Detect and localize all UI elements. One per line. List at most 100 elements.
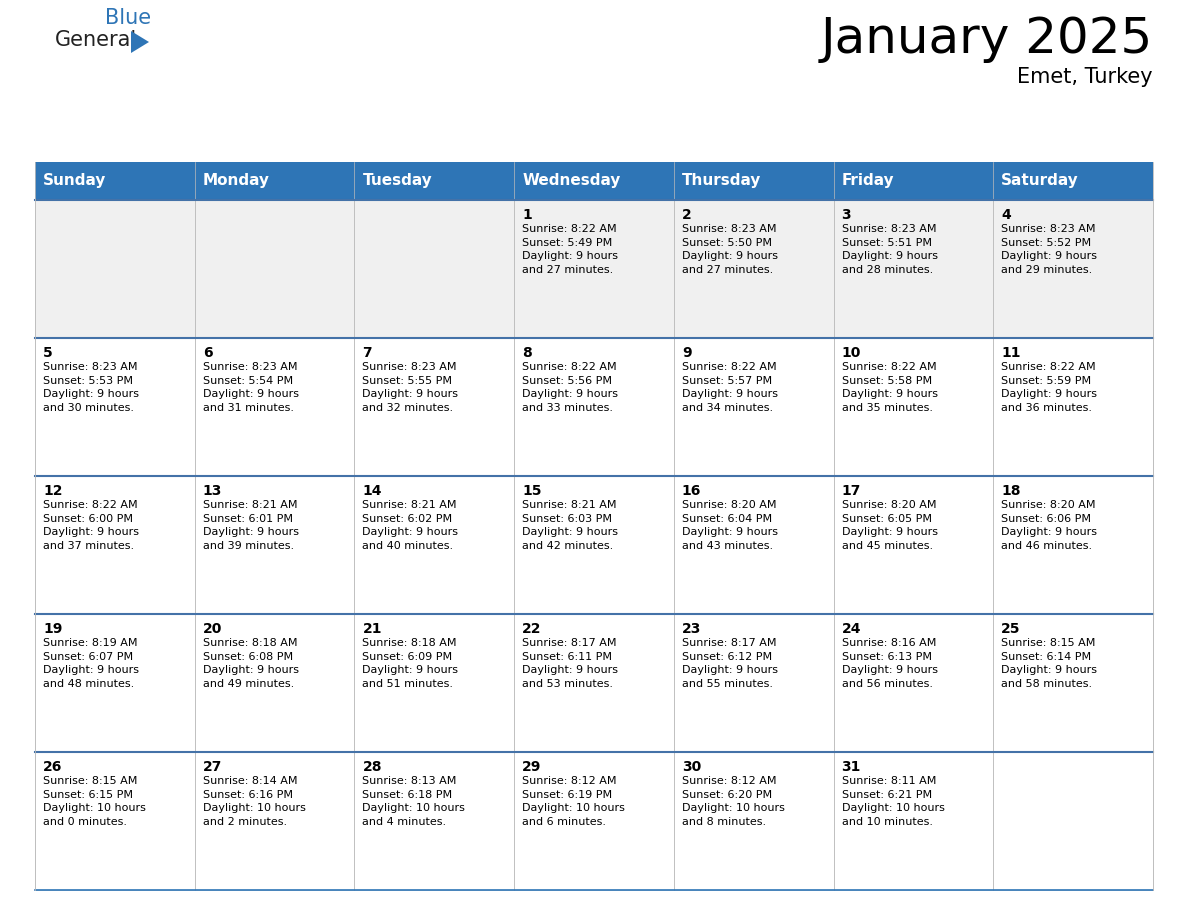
Bar [993, 338, 1154, 476]
Text: Sunrise: 8:22 AM
Sunset: 5:56 PM
Daylight: 9 hours
and 33 minutes.: Sunrise: 8:22 AM Sunset: 5:56 PM Dayligh… [523, 362, 618, 413]
Text: Sunrise: 8:22 AM
Sunset: 5:57 PM
Daylight: 9 hours
and 34 minutes.: Sunrise: 8:22 AM Sunset: 5:57 PM Dayligh… [682, 362, 778, 413]
Bar [354, 338, 514, 476]
Bar [354, 200, 514, 338]
Bar [834, 338, 993, 476]
Text: Sunrise: 8:22 AM
Sunset: 5:59 PM
Daylight: 9 hours
and 36 minutes.: Sunrise: 8:22 AM Sunset: 5:59 PM Dayligh… [1001, 362, 1098, 413]
Text: 24: 24 [841, 622, 861, 636]
Text: Sunrise: 8:17 AM
Sunset: 6:12 PM
Daylight: 9 hours
and 55 minutes.: Sunrise: 8:17 AM Sunset: 6:12 PM Dayligh… [682, 638, 778, 688]
Text: 15: 15 [523, 484, 542, 498]
Text: 19: 19 [43, 622, 63, 636]
Text: Sunrise: 8:23 AM
Sunset: 5:52 PM
Daylight: 9 hours
and 29 minutes.: Sunrise: 8:23 AM Sunset: 5:52 PM Dayligh… [1001, 224, 1098, 274]
Text: January 2025: January 2025 [821, 15, 1154, 63]
Bar [195, 338, 354, 476]
Bar [354, 614, 514, 752]
Text: Sunrise: 8:14 AM
Sunset: 6:16 PM
Daylight: 10 hours
and 2 minutes.: Sunrise: 8:14 AM Sunset: 6:16 PM Dayligh… [203, 776, 305, 827]
Text: Sunrise: 8:15 AM
Sunset: 6:15 PM
Daylight: 10 hours
and 0 minutes.: Sunrise: 8:15 AM Sunset: 6:15 PM Dayligh… [43, 776, 146, 827]
Text: 21: 21 [362, 622, 381, 636]
Text: Blue: Blue [105, 8, 151, 28]
Bar [674, 200, 834, 338]
Bar [195, 476, 354, 614]
Bar [195, 162, 354, 200]
Bar [195, 614, 354, 752]
Text: Sunrise: 8:23 AM
Sunset: 5:50 PM
Daylight: 9 hours
and 27 minutes.: Sunrise: 8:23 AM Sunset: 5:50 PM Dayligh… [682, 224, 778, 274]
Text: 26: 26 [43, 760, 63, 774]
Bar [993, 200, 1154, 338]
Text: Sunrise: 8:21 AM
Sunset: 6:01 PM
Daylight: 9 hours
and 39 minutes.: Sunrise: 8:21 AM Sunset: 6:01 PM Dayligh… [203, 500, 298, 551]
Bar [674, 162, 834, 200]
Text: 12: 12 [43, 484, 63, 498]
Bar [514, 162, 674, 200]
Text: 13: 13 [203, 484, 222, 498]
Text: Sunrise: 8:12 AM
Sunset: 6:19 PM
Daylight: 10 hours
and 6 minutes.: Sunrise: 8:12 AM Sunset: 6:19 PM Dayligh… [523, 776, 625, 827]
Bar [34, 200, 195, 338]
Bar [514, 614, 674, 752]
Bar [834, 200, 993, 338]
Text: Sunrise: 8:18 AM
Sunset: 6:08 PM
Daylight: 9 hours
and 49 minutes.: Sunrise: 8:18 AM Sunset: 6:08 PM Dayligh… [203, 638, 298, 688]
Text: Sunrise: 8:22 AM
Sunset: 6:00 PM
Daylight: 9 hours
and 37 minutes.: Sunrise: 8:22 AM Sunset: 6:00 PM Dayligh… [43, 500, 139, 551]
Text: 14: 14 [362, 484, 381, 498]
Text: Sunrise: 8:23 AM
Sunset: 5:53 PM
Daylight: 9 hours
and 30 minutes.: Sunrise: 8:23 AM Sunset: 5:53 PM Dayligh… [43, 362, 139, 413]
Bar [354, 162, 514, 200]
Text: Sunrise: 8:15 AM
Sunset: 6:14 PM
Daylight: 9 hours
and 58 minutes.: Sunrise: 8:15 AM Sunset: 6:14 PM Dayligh… [1001, 638, 1098, 688]
Text: Sunrise: 8:21 AM
Sunset: 6:03 PM
Daylight: 9 hours
and 42 minutes.: Sunrise: 8:21 AM Sunset: 6:03 PM Dayligh… [523, 500, 618, 551]
Text: Sunrise: 8:20 AM
Sunset: 6:04 PM
Daylight: 9 hours
and 43 minutes.: Sunrise: 8:20 AM Sunset: 6:04 PM Dayligh… [682, 500, 778, 551]
Text: Sunrise: 8:12 AM
Sunset: 6:20 PM
Daylight: 10 hours
and 8 minutes.: Sunrise: 8:12 AM Sunset: 6:20 PM Dayligh… [682, 776, 785, 827]
Bar [674, 476, 834, 614]
Text: 27: 27 [203, 760, 222, 774]
Bar [514, 200, 674, 338]
Bar [514, 752, 674, 890]
Bar [993, 476, 1154, 614]
Text: Sunrise: 8:21 AM
Sunset: 6:02 PM
Daylight: 9 hours
and 40 minutes.: Sunrise: 8:21 AM Sunset: 6:02 PM Dayligh… [362, 500, 459, 551]
Bar [354, 476, 514, 614]
Text: 28: 28 [362, 760, 381, 774]
Text: Sunrise: 8:23 AM
Sunset: 5:54 PM
Daylight: 9 hours
and 31 minutes.: Sunrise: 8:23 AM Sunset: 5:54 PM Dayligh… [203, 362, 298, 413]
Text: 11: 11 [1001, 346, 1020, 360]
Text: Friday: Friday [841, 174, 895, 188]
Text: Sunrise: 8:23 AM
Sunset: 5:51 PM
Daylight: 9 hours
and 28 minutes.: Sunrise: 8:23 AM Sunset: 5:51 PM Dayligh… [841, 224, 937, 274]
Text: Sunrise: 8:20 AM
Sunset: 6:05 PM
Daylight: 9 hours
and 45 minutes.: Sunrise: 8:20 AM Sunset: 6:05 PM Dayligh… [841, 500, 937, 551]
Text: Emet, Turkey: Emet, Turkey [1017, 67, 1154, 87]
Text: 1: 1 [523, 208, 532, 222]
Text: 9: 9 [682, 346, 691, 360]
Bar [195, 200, 354, 338]
Text: Sunrise: 8:23 AM
Sunset: 5:55 PM
Daylight: 9 hours
and 32 minutes.: Sunrise: 8:23 AM Sunset: 5:55 PM Dayligh… [362, 362, 459, 413]
Text: Sunrise: 8:22 AM
Sunset: 5:58 PM
Daylight: 9 hours
and 35 minutes.: Sunrise: 8:22 AM Sunset: 5:58 PM Dayligh… [841, 362, 937, 413]
Bar [34, 752, 195, 890]
Text: Sunrise: 8:20 AM
Sunset: 6:06 PM
Daylight: 9 hours
and 46 minutes.: Sunrise: 8:20 AM Sunset: 6:06 PM Dayligh… [1001, 500, 1098, 551]
Text: 30: 30 [682, 760, 701, 774]
Text: 29: 29 [523, 760, 542, 774]
Text: Sunrise: 8:16 AM
Sunset: 6:13 PM
Daylight: 9 hours
and 56 minutes.: Sunrise: 8:16 AM Sunset: 6:13 PM Dayligh… [841, 638, 937, 688]
Bar [514, 338, 674, 476]
Text: 23: 23 [682, 622, 701, 636]
Text: 8: 8 [523, 346, 532, 360]
Text: Sunrise: 8:18 AM
Sunset: 6:09 PM
Daylight: 9 hours
and 51 minutes.: Sunrise: 8:18 AM Sunset: 6:09 PM Dayligh… [362, 638, 459, 688]
Text: Sunrise: 8:19 AM
Sunset: 6:07 PM
Daylight: 9 hours
and 48 minutes.: Sunrise: 8:19 AM Sunset: 6:07 PM Dayligh… [43, 638, 139, 688]
Bar [674, 338, 834, 476]
Bar [674, 614, 834, 752]
Bar [834, 162, 993, 200]
Text: 7: 7 [362, 346, 372, 360]
Bar [993, 752, 1154, 890]
Bar [34, 338, 195, 476]
Text: Sunrise: 8:13 AM
Sunset: 6:18 PM
Daylight: 10 hours
and 4 minutes.: Sunrise: 8:13 AM Sunset: 6:18 PM Dayligh… [362, 776, 466, 827]
Text: General: General [55, 30, 138, 50]
Text: 5: 5 [43, 346, 52, 360]
Text: 20: 20 [203, 622, 222, 636]
Bar [993, 162, 1154, 200]
Text: Wednesday: Wednesday [523, 174, 620, 188]
Bar [834, 614, 993, 752]
Text: Sunday: Sunday [43, 174, 107, 188]
Bar [993, 614, 1154, 752]
Text: Sunrise: 8:22 AM
Sunset: 5:49 PM
Daylight: 9 hours
and 27 minutes.: Sunrise: 8:22 AM Sunset: 5:49 PM Dayligh… [523, 224, 618, 274]
Text: Sunrise: 8:17 AM
Sunset: 6:11 PM
Daylight: 9 hours
and 53 minutes.: Sunrise: 8:17 AM Sunset: 6:11 PM Dayligh… [523, 638, 618, 688]
Text: 2: 2 [682, 208, 691, 222]
Text: Saturday: Saturday [1001, 174, 1079, 188]
Bar [834, 476, 993, 614]
Text: Thursday: Thursday [682, 174, 762, 188]
Text: Monday: Monday [203, 174, 270, 188]
Text: 22: 22 [523, 622, 542, 636]
Text: 10: 10 [841, 346, 861, 360]
Bar [354, 752, 514, 890]
Text: 31: 31 [841, 760, 861, 774]
Text: 16: 16 [682, 484, 701, 498]
